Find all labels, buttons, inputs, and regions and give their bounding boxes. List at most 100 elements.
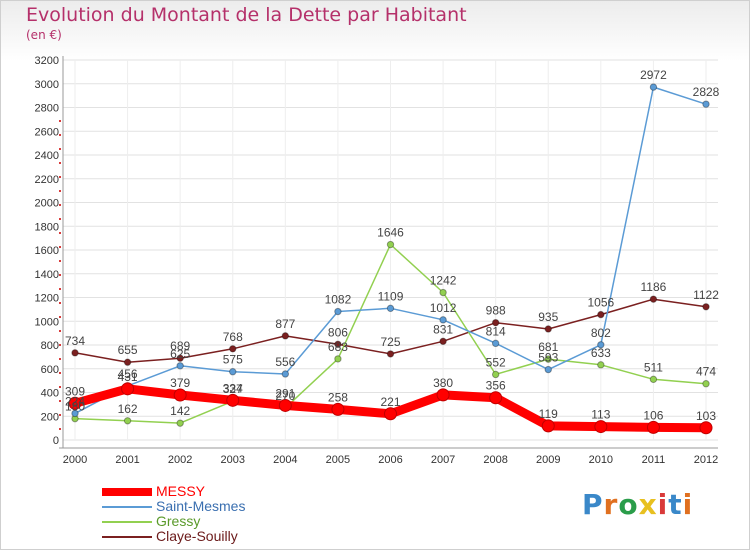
- data-label-claye-souilly: 935: [538, 310, 558, 324]
- logo-letter: P: [582, 488, 604, 521]
- series-point-saint-mesmes: [649, 83, 658, 91]
- data-label-messy: 356: [486, 379, 506, 393]
- edge-dot: [59, 316, 61, 318]
- x-tick-label: 2002: [168, 454, 192, 466]
- series-point-claye-souilly: [334, 340, 342, 348]
- series-point-messy: [594, 420, 608, 434]
- logo-letter: i: [682, 488, 694, 521]
- series-point-claye-souilly: [229, 345, 237, 353]
- data-label-claye-souilly: 806: [328, 325, 348, 339]
- data-label-claye-souilly: 1122: [693, 288, 719, 302]
- series-point-saint-mesmes: [71, 409, 79, 418]
- data-label-saint-mesmes: 1109: [378, 289, 404, 303]
- data-label-saint-mesmes: 2972: [640, 68, 667, 82]
- edge-dot: [59, 330, 61, 332]
- legend-swatch-gressy: [102, 521, 152, 523]
- chart-unit: (en €): [26, 28, 62, 42]
- x-tick-label: 2008: [483, 454, 507, 466]
- data-label-claye-souilly: 1186: [641, 280, 667, 294]
- data-label-messy: 309: [65, 384, 85, 398]
- data-label-saint-mesmes: 593: [538, 351, 558, 365]
- edge-dot: [59, 260, 61, 262]
- edge-dot: [59, 176, 61, 178]
- series-point-claye-souilly: [71, 349, 79, 357]
- data-label-messy: 379: [170, 376, 190, 390]
- y-tick-label: 2400: [35, 150, 59, 162]
- y-tick-label: 400: [41, 388, 59, 400]
- data-label-messy: 119: [539, 407, 558, 421]
- edge-dot: [59, 344, 61, 346]
- series-point-messy: [121, 382, 135, 396]
- data-label-saint-mesmes: 1082: [325, 293, 352, 307]
- data-label-gressy: 162: [118, 402, 138, 416]
- data-label-gressy: 1242: [430, 274, 457, 288]
- data-label-claye-souilly: 725: [380, 335, 400, 349]
- data-label-saint-mesmes: 575: [223, 353, 243, 367]
- data-label-claye-souilly: 734: [65, 334, 85, 348]
- legend-item-saint-mesmes: Saint-Mesmes: [102, 498, 302, 514]
- legend-label-messy: MESSY: [156, 483, 206, 499]
- data-label-saint-mesmes: 802: [591, 326, 611, 340]
- series-point-gressy: [649, 375, 658, 384]
- data-label-gressy: 1646: [377, 226, 404, 240]
- x-tick-label: 2005: [326, 454, 350, 466]
- y-tick-label: 1200: [35, 293, 59, 305]
- y-tick-label: 200: [41, 411, 59, 423]
- series-point-messy: [436, 388, 450, 402]
- data-label-messy: 431: [118, 370, 138, 384]
- logo-letter: i: [657, 488, 669, 521]
- data-label-claye-souilly: 768: [223, 330, 243, 344]
- series-point-claye-souilly: [176, 354, 184, 362]
- series-point-saint-mesmes: [702, 100, 710, 108]
- series-point-claye-souilly: [649, 295, 658, 303]
- series-point-messy: [646, 420, 660, 434]
- logo-letter: o: [618, 488, 639, 521]
- data-label-messy: 291: [275, 386, 295, 400]
- y-tick-label: 800: [41, 340, 59, 352]
- series-point-messy: [331, 402, 345, 416]
- edge-dot: [59, 162, 61, 164]
- y-tick-label: 2600: [35, 126, 59, 138]
- edge-dot: [59, 204, 61, 206]
- legend-swatch-messy: [102, 488, 152, 496]
- y-tick-label: 1800: [35, 221, 59, 233]
- edge-dot: [59, 232, 61, 234]
- y-tick-label: 600: [41, 364, 59, 376]
- data-label-claye-souilly: 988: [486, 304, 506, 318]
- data-label-saint-mesmes: 224: [65, 394, 85, 408]
- series-point-claye-souilly: [123, 358, 132, 366]
- series-point-claye-souilly: [491, 318, 500, 327]
- logo-letter: r: [603, 488, 619, 521]
- legend: MESSY Saint-Mesmes Gressy Claye-Souilly: [102, 483, 302, 544]
- data-label-gressy: 474: [696, 365, 716, 379]
- legend-item-messy: MESSY: [102, 483, 302, 499]
- edge-dot: [59, 190, 61, 192]
- x-tick-label: 2000: [63, 454, 87, 466]
- series-point-saint-mesmes: [544, 365, 552, 374]
- data-label-messy: 103: [696, 409, 716, 423]
- y-tick-label: 2200: [35, 174, 59, 186]
- y-tick-label: 0: [53, 435, 59, 447]
- edge-dot: [59, 120, 61, 122]
- y-tick-label: 1400: [35, 269, 59, 281]
- series-point-gressy: [386, 240, 395, 249]
- y-tick-label: 1000: [35, 316, 59, 328]
- logo-letter: t: [668, 488, 683, 521]
- edge-dot: [59, 148, 61, 150]
- series-point-claye-souilly: [702, 303, 710, 311]
- series-point-messy: [226, 393, 240, 407]
- edge-dot: [59, 274, 61, 276]
- series-point-messy: [173, 388, 187, 402]
- series-point-saint-mesmes: [334, 307, 342, 316]
- series-point-gressy: [439, 288, 447, 297]
- series-point-gressy: [123, 417, 132, 425]
- line-chart: 0 200 400 600 800 1000 1200 1400 1600 1800 2000 220…: [35, 55, 720, 466]
- series-point-saint-mesmes: [281, 370, 290, 378]
- edge-dot: [59, 134, 61, 136]
- edge-dot: [59, 372, 61, 374]
- series-point-messy: [489, 391, 503, 405]
- series-point-gressy: [334, 355, 342, 363]
- series-point-claye-souilly: [281, 332, 290, 340]
- legend-item-claye-souilly: Claye-Souilly: [102, 528, 302, 544]
- series-point-messy: [384, 407, 397, 421]
